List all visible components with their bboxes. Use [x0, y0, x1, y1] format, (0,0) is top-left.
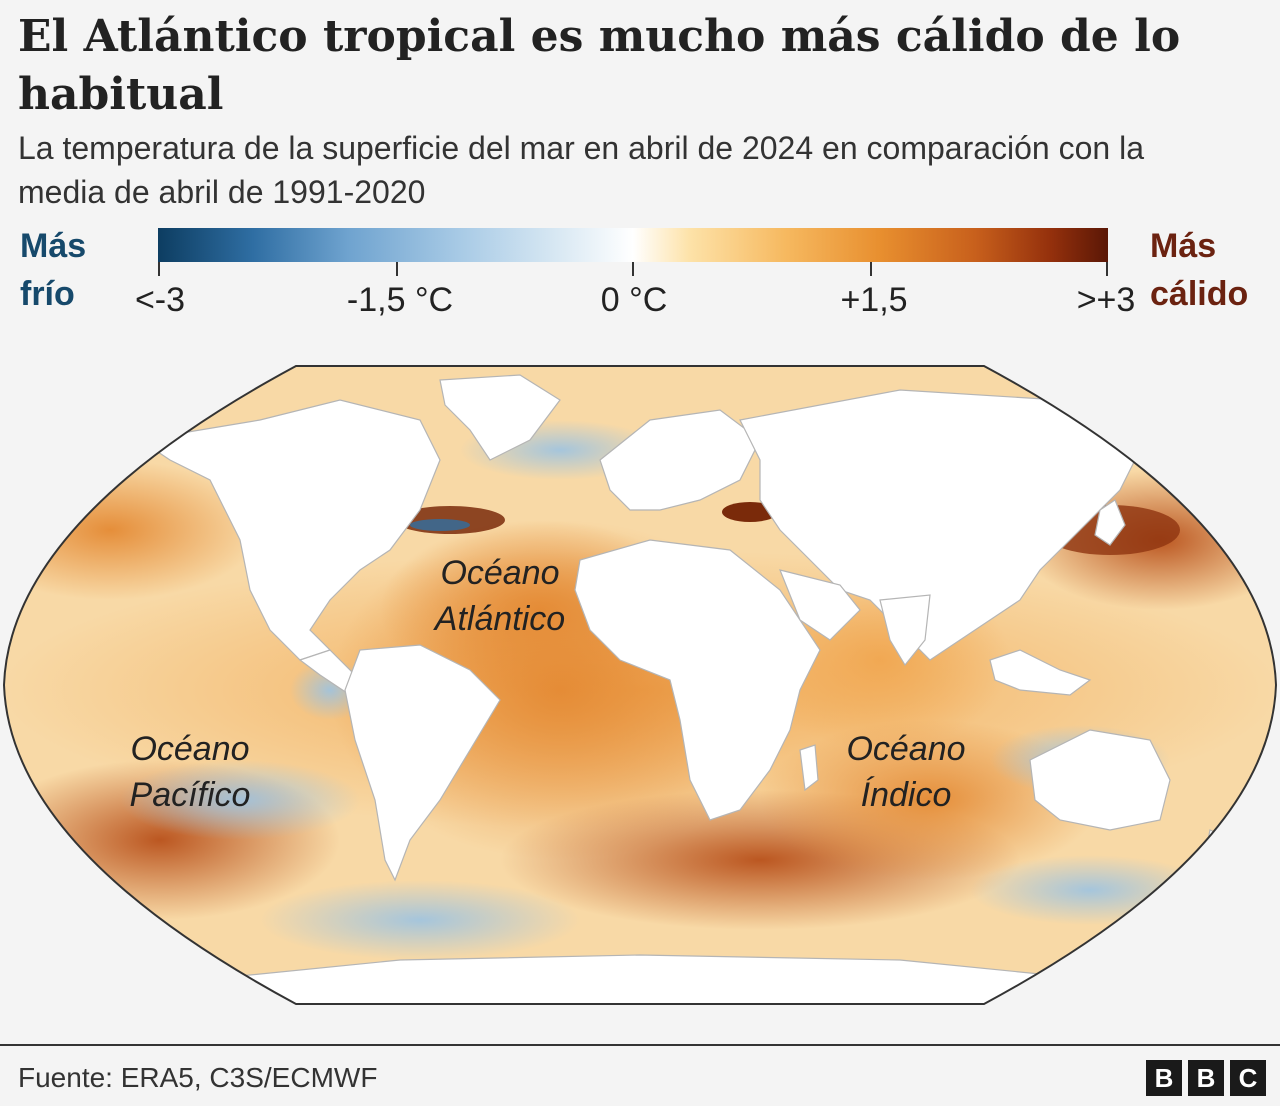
world-map-svg	[2, 365, 1278, 1005]
label-atlantic-line2: Atlántico	[434, 600, 566, 638]
footer-divider	[0, 1044, 1280, 1046]
legend-cold-label: Más frío	[20, 222, 86, 318]
legend-warm-label: Más cálido	[1150, 222, 1248, 318]
scale-tick	[870, 262, 872, 276]
label-pacific-line2: Pacífico	[129, 776, 251, 814]
bbc-logo: B B C	[1146, 1060, 1266, 1096]
world-map: Océano Atlántico Océano Pacífico Océano …	[0, 360, 1280, 1010]
scale-tick	[396, 262, 398, 276]
map-outline	[2, 365, 1278, 1005]
bbc-logo-letter: B	[1146, 1060, 1182, 1096]
scale-tick	[632, 262, 634, 276]
legend-cold-line2: frío	[20, 275, 75, 313]
chart-title: El Atlántico tropical es mucho más cálid…	[18, 11, 1181, 120]
scale-tick	[158, 262, 160, 276]
legend-warm-line1: Más	[1150, 227, 1217, 265]
label-indian-line2: Índico	[860, 776, 952, 814]
label-pacific-line1: Océano	[130, 730, 250, 768]
chart-subtitle: La temperatura de la superficie del mar …	[18, 130, 1144, 210]
scale-tick-label: -1,5 °C	[346, 281, 454, 319]
label-pacific: Océano Pacífico	[130, 726, 251, 818]
label-indian: Océano Índico	[846, 726, 965, 818]
scale-tick-label: +1,5	[840, 281, 908, 319]
sea-anomaly-field	[4, 374, 1276, 1004]
scale-tick-label: <-3	[134, 281, 186, 319]
color-scale-bar	[158, 228, 1108, 262]
label-indian-line1: Océano	[846, 730, 966, 768]
bbc-logo-letter: C	[1230, 1060, 1266, 1096]
source-note: Fuente: ERA5, C3S/ECMWF	[18, 1062, 378, 1093]
legend-warm-line2: cálido	[1150, 275, 1249, 313]
scale-tick-label: >+3	[1076, 281, 1136, 319]
bbc-logo-letter: B	[1188, 1060, 1224, 1096]
legend-cold-line1: Más	[20, 227, 87, 265]
label-atlantic: Océano Atlántico	[435, 550, 565, 642]
label-atlantic-line1: Océano	[440, 554, 560, 592]
scale-tick	[1106, 262, 1108, 276]
scale-tick-label: 0 °C	[600, 281, 668, 319]
land-masses	[138, 374, 1223, 1004]
